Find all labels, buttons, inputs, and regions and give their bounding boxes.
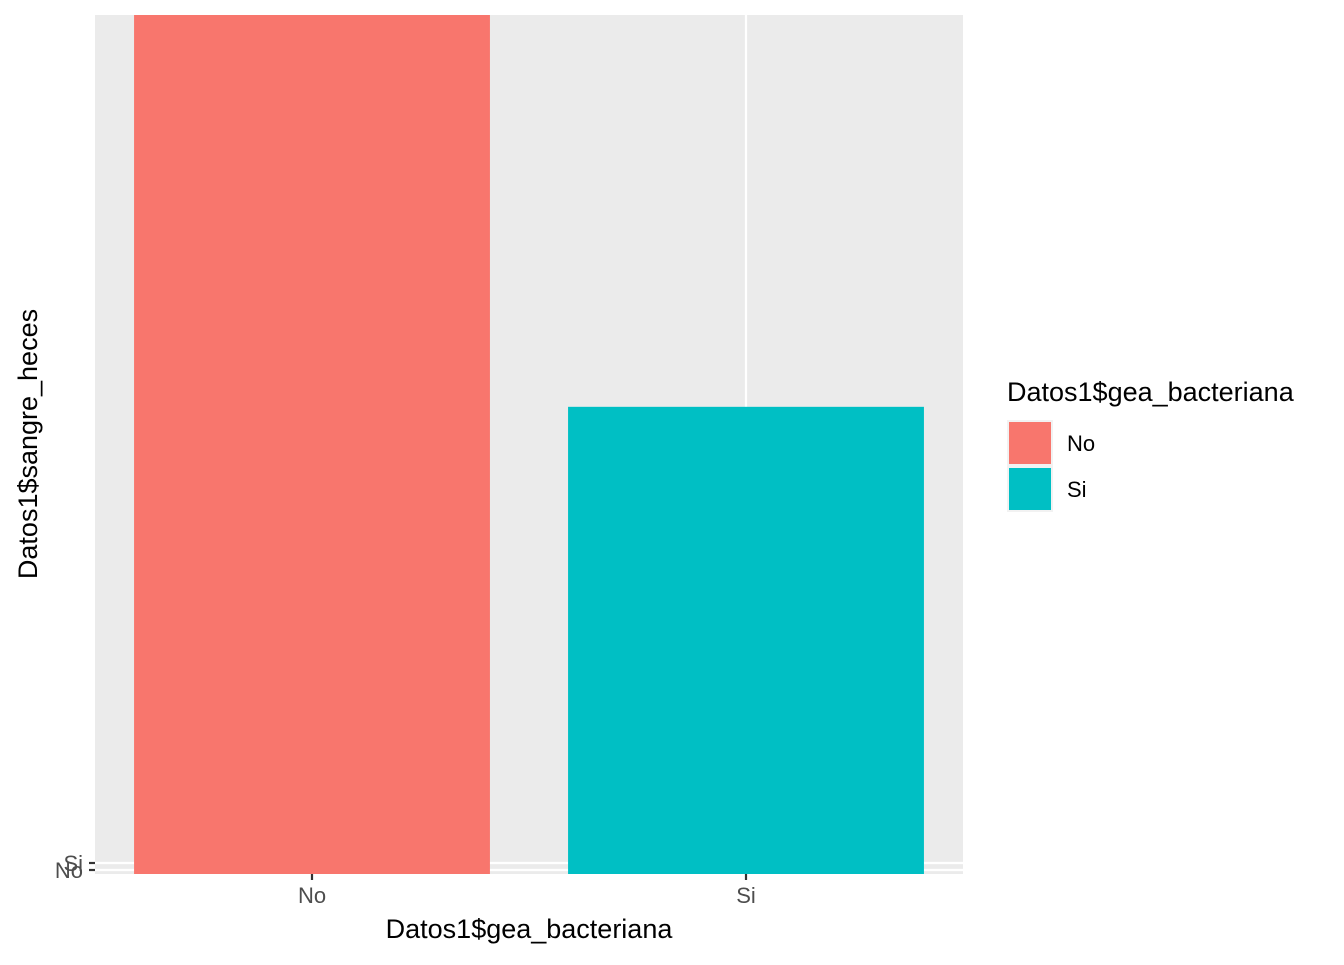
legend-swatch-si <box>1009 468 1051 510</box>
legend: Datos1$gea_bacteriana No Si <box>1007 377 1295 512</box>
bar-si <box>568 406 924 874</box>
legend-swatch-no <box>1009 422 1051 464</box>
y-tick-label: No <box>55 858 83 883</box>
legend-keys: No Si <box>1007 420 1095 512</box>
bars <box>134 15 924 874</box>
x-tick-label: Si <box>736 883 756 908</box>
x-tick-label: No <box>298 883 326 908</box>
legend-label-no: No <box>1067 431 1095 456</box>
x-axis-title: Datos1$gea_bacteriana <box>386 914 674 944</box>
bar-no <box>134 15 490 874</box>
legend-title: Datos1$gea_bacteriana <box>1007 377 1295 407</box>
y-axis-title: Datos1$sangre_heces <box>13 309 43 579</box>
y-tick-label: Si <box>63 851 83 876</box>
legend-label-si: Si <box>1067 477 1087 502</box>
